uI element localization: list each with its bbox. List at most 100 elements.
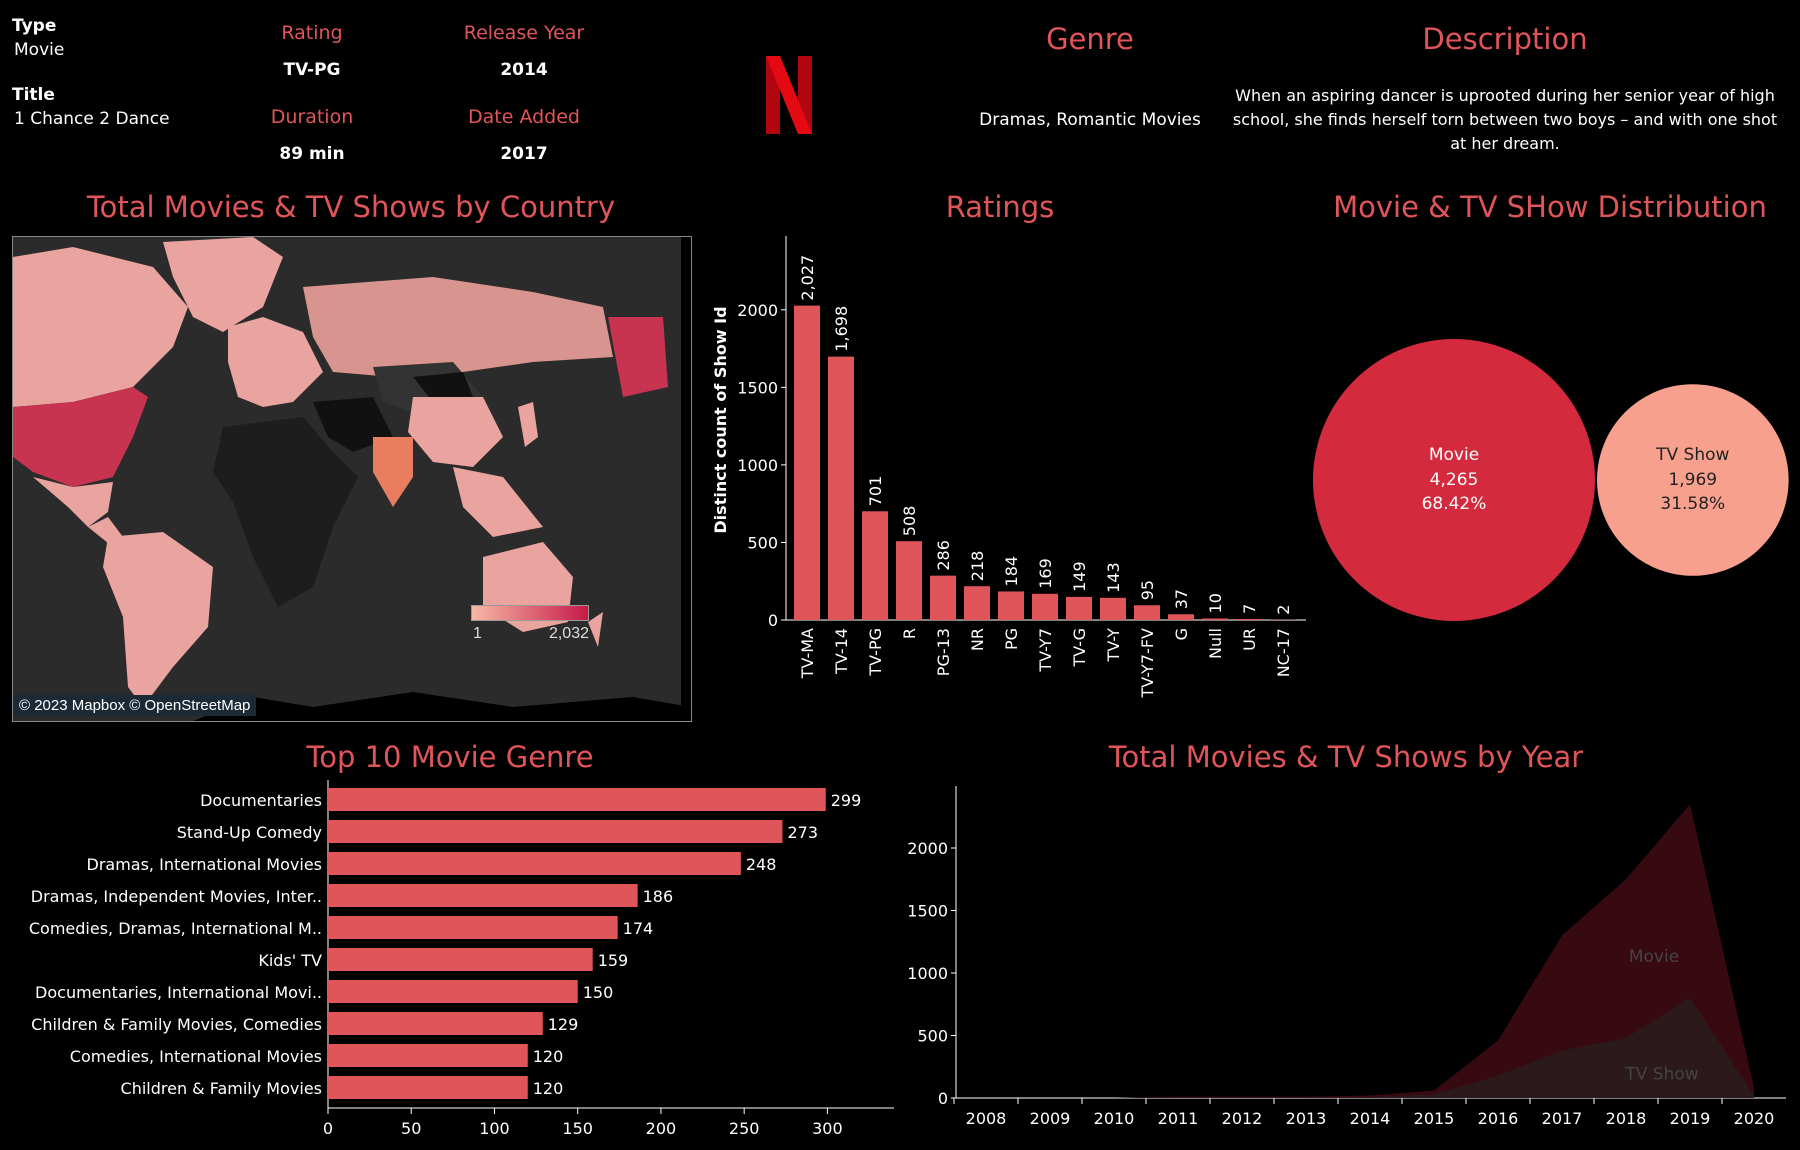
genre-bar[interactable] xyxy=(328,1044,528,1067)
ratings-category-label: PG-13 xyxy=(934,628,953,676)
ratings-y-axis-label: Distinct count of Show Id xyxy=(711,306,730,533)
genre-bar[interactable] xyxy=(328,1012,543,1035)
country-india xyxy=(373,437,413,507)
genre-value-label: 159 xyxy=(598,951,629,970)
year-y-tick-label: 500 xyxy=(917,1027,948,1046)
ratings-value-label: 286 xyxy=(934,540,953,571)
map-legend-gradient xyxy=(471,605,589,621)
ratings-chart: Distinct count of Show Id 0 500 1000 1500 20… xyxy=(711,236,1306,699)
ratings-bar-TV-Y7-FV[interactable] xyxy=(1134,605,1160,620)
genre-x-tick-label: 250 xyxy=(729,1119,760,1138)
ratings-bar-TV-MA[interactable] xyxy=(794,305,820,620)
map-attribution[interactable]: © 2023 Mapbox © OpenStreetMap xyxy=(13,695,257,716)
genre-x-tick-label: 100 xyxy=(479,1119,510,1138)
year-x-tick-label: 2008 xyxy=(966,1109,1007,1128)
ratings-category-label: R xyxy=(900,628,919,639)
year-area-tv-show[interactable] xyxy=(986,998,1754,1098)
ratings-value-label: 95 xyxy=(1138,580,1157,600)
date-added-value: 2017 xyxy=(500,144,548,164)
ratings-category-label: G xyxy=(1172,628,1191,640)
country-south-america xyxy=(103,532,213,707)
ratings-y-tick-label: 1500 xyxy=(737,378,778,397)
map-legend-max: 2,032 xyxy=(548,625,589,642)
year-area-chart: 0 500 1000 1500 2000 2008 2009 2010 2011 2012 2013… xyxy=(907,786,1786,1128)
genre-bar[interactable] xyxy=(328,820,783,843)
ratings-value-label: 37 xyxy=(1172,589,1191,609)
country-canada xyxy=(13,247,188,407)
ratings-bar-TV-Y7[interactable] xyxy=(1032,593,1058,620)
bubble-count: 1,969 xyxy=(1668,470,1717,490)
year-area-movie[interactable] xyxy=(986,804,1754,1098)
ratings-bar-UR[interactable] xyxy=(1236,618,1262,620)
year-x-tick-label: 2009 xyxy=(1030,1109,1071,1128)
genre-value-label: 120 xyxy=(533,1079,564,1098)
map-legend-min: 1 xyxy=(473,625,482,642)
genre-value-label: 174 xyxy=(623,919,654,938)
year-series-label-movie: Movie xyxy=(1629,947,1679,967)
bubble-name: Movie xyxy=(1429,445,1479,465)
title-label: Title xyxy=(12,85,55,105)
year-x-tick-label: 2012 xyxy=(1222,1109,1263,1128)
genre-bar[interactable] xyxy=(328,916,618,939)
year-chart-title: Total Movies & TV Shows by Year xyxy=(1108,740,1584,774)
country-usa xyxy=(13,387,148,487)
genre-bar[interactable] xyxy=(328,1076,528,1099)
ratings-category-label: TV-Y7-FV xyxy=(1138,628,1157,699)
ratings-bar-R[interactable] xyxy=(896,541,922,620)
ratings-bar-TV-14[interactable] xyxy=(828,356,854,620)
year-y-tick-label: 1000 xyxy=(907,964,948,983)
genre-category-label: Dramas, Independent Movies, Inter.. xyxy=(31,887,322,906)
bubble-movie[interactable] xyxy=(1313,339,1595,621)
genre-category-label: Comedies, Dramas, International M.. xyxy=(29,919,322,938)
bubble-name: TV Show xyxy=(1655,445,1729,465)
country-mexico xyxy=(33,477,113,527)
world-map xyxy=(13,237,691,721)
ratings-bar-Null[interactable] xyxy=(1202,618,1228,620)
genre-value-label: 186 xyxy=(643,887,674,906)
ratings-value-label: 10 xyxy=(1206,593,1225,613)
description-value: When an aspiring dancer is uprooted duri… xyxy=(1232,86,1778,153)
ratings-category-label: TV-Y7 xyxy=(1036,628,1055,673)
genre-bar[interactable] xyxy=(328,980,578,1003)
genre-bar[interactable] xyxy=(328,948,593,971)
netflix-n-logo xyxy=(766,56,812,134)
ratings-bar-NR[interactable] xyxy=(964,586,990,620)
country-africa xyxy=(213,417,358,607)
ratings-value-label: 701 xyxy=(866,476,885,507)
distribution-title: Movie & TV SHow Distribution xyxy=(1333,190,1767,224)
ratings-bar-PG[interactable] xyxy=(998,591,1024,620)
year-x-tick-label: 2015 xyxy=(1414,1109,1455,1128)
genre-category-label: Children & Family Movies xyxy=(121,1079,322,1098)
ratings-bar-G[interactable] xyxy=(1168,614,1194,620)
ratings-title: Ratings xyxy=(945,190,1055,224)
ratings-category-label: NC-17 xyxy=(1274,628,1293,677)
ratings-bar-PG-13[interactable] xyxy=(930,575,956,620)
bubble-tv-show[interactable] xyxy=(1597,384,1789,576)
title-value: 1 Chance 2 Dance xyxy=(14,109,170,129)
year-x-tick-label: 2020 xyxy=(1734,1109,1775,1128)
genre-bar[interactable] xyxy=(328,884,638,907)
genre-value-label: 248 xyxy=(746,855,777,874)
year-series-label-tvshow: TV Show xyxy=(1624,1064,1698,1084)
ratings-category-label: TV-G xyxy=(1070,628,1089,668)
genre-category-label: Dramas, International Movies xyxy=(87,855,323,874)
country-map[interactable]: 1 2,032 © 2023 Mapbox © OpenStreetMap xyxy=(12,236,692,722)
year-x-tick-label: 2018 xyxy=(1606,1109,1647,1128)
ratings-category-label: TV-MA xyxy=(798,628,817,679)
ratings-y-tick-label: 0 xyxy=(768,611,778,630)
year-x-tick-label: 2019 xyxy=(1670,1109,1711,1128)
ratings-value-label: 218 xyxy=(968,551,987,582)
ratings-bar-TV-Y[interactable] xyxy=(1100,597,1126,620)
ratings-value-label: 184 xyxy=(1002,556,1021,587)
ratings-category-label: TV-14 xyxy=(832,628,851,675)
genre-x-tick-label: 200 xyxy=(646,1119,677,1138)
genre-x-tick-label: 0 xyxy=(323,1119,333,1138)
ratings-bar-TV-G[interactable] xyxy=(1066,596,1092,620)
ratings-bar-TV-PG[interactable] xyxy=(862,511,888,620)
ratings-value-label: 508 xyxy=(900,506,919,537)
year-y-tick-label: 2000 xyxy=(907,839,948,858)
genre-bar[interactable] xyxy=(328,788,826,811)
genre-category-label: Documentaries xyxy=(200,791,322,810)
genre-bar[interactable] xyxy=(328,852,741,875)
ratings-category-label: PG xyxy=(1002,628,1021,650)
